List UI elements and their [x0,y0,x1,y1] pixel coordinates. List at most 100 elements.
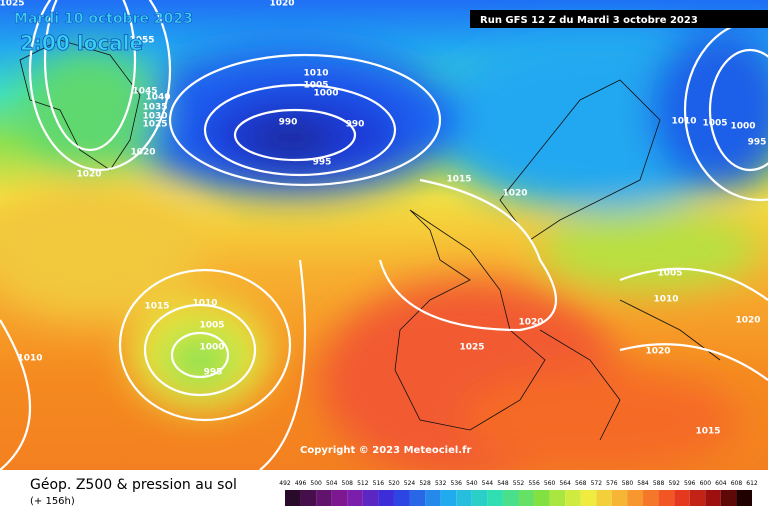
scale-swatch [502,490,519,506]
isobar-label: 1015 [144,302,169,312]
isobar-labels: 1025 102010551045104010351030102510201020… [0,0,766,437]
scale-label: 600 [700,480,712,487]
scale-label: 496 [295,480,307,487]
run-banner [470,10,768,28]
scale-label: 604 [715,480,727,487]
isobar-label: 1010 [653,295,678,305]
isobar-label: 1010 [192,299,217,309]
scale-swatch [347,490,363,506]
scale-label: 544 [482,480,494,487]
isobar-label: 1020 [502,189,527,199]
scale-swatch [643,490,659,506]
isobar-label: 1035 [142,103,167,113]
scale-swatch [487,490,503,506]
scale-swatch [565,490,581,506]
scale-label: 536 [451,480,463,487]
scale-label: 548 [497,480,509,487]
isobar-label: 1020 [76,170,101,180]
scale-label: 528 [419,480,431,487]
isobar-label: 1005 [199,321,224,331]
copyright: Copyright © 2023 Meteociel.fr [300,445,471,456]
isobar-label: 1020 [645,347,670,357]
local-time: 2:00 locale [20,31,143,55]
footer-title: Géop. Z500 & pression au sol [30,477,237,493]
isobar-label: 1000 [730,122,755,132]
scale-label: 512 [357,480,369,487]
scale-swatch [518,490,535,506]
isobar-label: 1010 [17,354,42,364]
scale-label: 508 [342,480,354,487]
isobar-label: 1025 [0,0,25,9]
scale-swatch [378,490,394,506]
isobar-label: 1000 [313,89,338,99]
scale-label: 520 [388,480,400,487]
scale-label: 556 [528,480,540,487]
scale-label: 504 [326,480,338,487]
isobar-label: 1005 [702,119,727,129]
scale-label: 572 [591,480,603,487]
scale-label: 500 [310,480,322,487]
scale-label: 552 [513,480,525,487]
scale-label: 596 [684,480,696,487]
scale-swatch [285,490,301,506]
color-scale: 492 496 500 504 508 512 516 520 524 528 532 536 540 5… [279,480,758,506]
scale-swatch [471,490,488,506]
scale-label: 516 [373,480,385,487]
isobar-label: 1030 [142,112,167,122]
scale-label: 568 [575,480,587,487]
scale-label: 608 [731,480,743,487]
isobar-label: 1010 [671,117,696,127]
scale-swatch [316,490,332,506]
isobar-label: 1025 [142,120,167,130]
scale-swatch [674,490,690,506]
isobar-label: 1005 [657,269,682,279]
isobar-label: 990 [279,118,298,128]
scale-label: 592 [668,480,680,487]
scale-swatch [705,490,721,506]
isobar-label: 1045 [132,87,157,97]
scale-label: 584 [637,480,649,487]
scale-swatch [596,490,612,506]
valid-date: Mardi 10 octobre 2023 [14,11,193,27]
scale-label: 532 [435,480,447,487]
isobar-label: 1015 [446,175,471,185]
isobar-label: 1020 [735,316,760,326]
isobar-label: 990 [346,120,365,130]
scale-swatch [409,490,426,506]
scale-label: 540 [466,480,478,487]
isobar-label: 1055 [129,36,154,46]
footer-lead: (+ 156h) [30,496,75,507]
isobar-label: 1015 [695,427,720,437]
isobar-label: 1020 [130,148,155,158]
scale-swatch [331,490,348,506]
scale-swatch [611,490,628,506]
scale-label: 576 [606,480,618,487]
scale-label: 564 [559,480,571,487]
isobar-label: 1040 [145,93,170,103]
isobar-label: 1010 [303,69,328,79]
isobar-label: 1020 [518,318,543,328]
scale-swatch [534,490,550,506]
scale-label: 524 [404,480,416,487]
isobar-label: 1005 [303,81,328,91]
scale-swatch [627,490,644,506]
scale-label: 492 [279,480,291,487]
scale-swatch [658,490,675,506]
scale-swatch [689,490,706,506]
scale-label: 580 [622,480,634,487]
scale-swatch [456,490,472,506]
scale-swatch [440,490,457,506]
scale-swatch [362,490,379,506]
isobar-label: 1000 [199,343,224,353]
scale-label: 612 [746,480,758,487]
scale-swatch [300,490,317,506]
isobar-label: 995 [748,138,767,148]
scale-swatch [425,490,441,506]
scale-label: 588 [653,480,665,487]
isobar-label: 995 [204,368,223,378]
scale-swatch [720,490,737,506]
run-info: Run GFS 12 Z du Mardi 3 octobre 2023 [480,15,698,26]
height-field [0,0,768,480]
isobar-label: 1020 [269,0,294,9]
isobar-label: 1025 [459,343,484,353]
